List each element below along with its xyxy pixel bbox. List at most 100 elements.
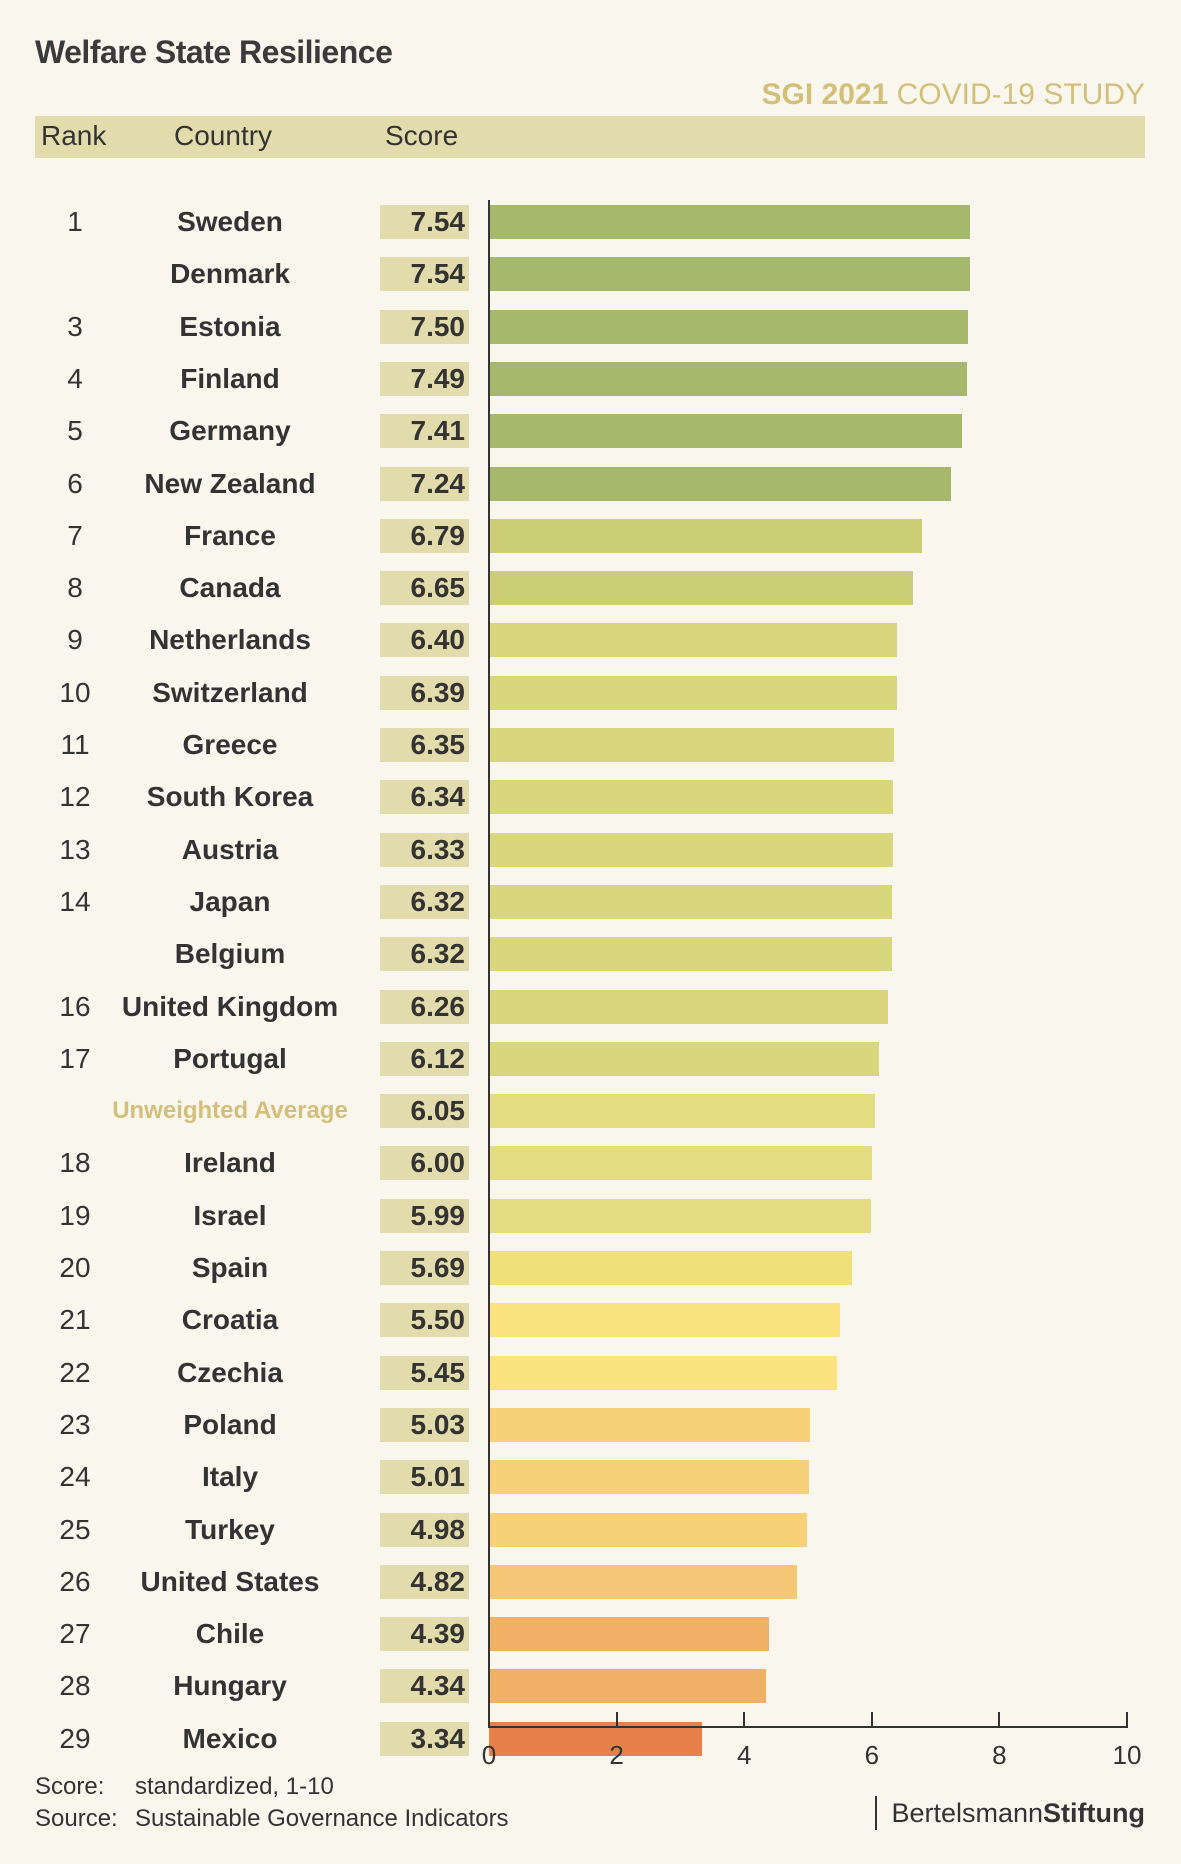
bar bbox=[489, 1198, 872, 1233]
rank-label: 3 bbox=[67, 310, 83, 342]
rank-label: 16 bbox=[59, 990, 91, 1022]
rank-label: 18 bbox=[59, 1147, 91, 1179]
column-header-band: Rank Country Score bbox=[35, 116, 1145, 158]
bar bbox=[489, 205, 971, 239]
bar bbox=[489, 989, 889, 1024]
table-row: 26 United States 4.82 bbox=[0, 1564, 1181, 1599]
table-row: 21 Croatia 5.50 bbox=[0, 1303, 1181, 1338]
table-row: 25 Turkey 4.98 bbox=[0, 1512, 1181, 1547]
table-row: 13 Austria 6.33 bbox=[0, 832, 1181, 867]
rank-label: 1 bbox=[67, 206, 83, 237]
bar bbox=[489, 1041, 880, 1076]
x-tick-label: 4 bbox=[736, 1740, 752, 1770]
table-row: 23 Poland 5.03 bbox=[0, 1407, 1181, 1442]
rank-label: 27 bbox=[59, 1618, 91, 1650]
bar bbox=[489, 466, 951, 501]
rank-label: 8 bbox=[67, 572, 83, 604]
bertelsmann-logo: BertelsmannStiftung bbox=[875, 1796, 1145, 1830]
score-label: 5.01 bbox=[380, 1460, 469, 1495]
score-label: 4.82 bbox=[380, 1564, 469, 1599]
country-label: Chile bbox=[195, 1618, 265, 1650]
score-label: 6.32 bbox=[380, 937, 469, 972]
country-label: United Kingdom bbox=[121, 990, 339, 1022]
bar bbox=[489, 414, 962, 449]
country-label: Mexico bbox=[182, 1722, 278, 1754]
score-label: 6.65 bbox=[380, 571, 469, 606]
header-rank: Rank bbox=[41, 120, 107, 151]
country-label: United States bbox=[140, 1565, 320, 1597]
table-row: 19 Israel 5.99 bbox=[0, 1198, 1181, 1233]
table-row: 4 Finland 7.49 bbox=[0, 361, 1181, 396]
rank-label: 12 bbox=[59, 781, 91, 813]
country-label: Germany bbox=[169, 415, 291, 447]
x-tick-label: 6 bbox=[864, 1740, 880, 1770]
country-label: Japan bbox=[189, 885, 271, 917]
bar bbox=[489, 1407, 810, 1442]
country-label: Denmark bbox=[170, 258, 290, 290]
country-label: Switzerland bbox=[152, 676, 308, 708]
x-tick bbox=[615, 1712, 618, 1726]
score-label: 3.34 bbox=[380, 1721, 469, 1756]
bar bbox=[489, 884, 893, 919]
header-score: Score bbox=[385, 120, 459, 151]
country-label: Czechia bbox=[177, 1356, 283, 1388]
bar bbox=[489, 257, 971, 292]
source-key: Source: bbox=[35, 1805, 118, 1832]
bar bbox=[489, 518, 923, 553]
rank-label: 13 bbox=[59, 833, 91, 865]
x-tick bbox=[743, 1712, 746, 1726]
score-label: 4.34 bbox=[380, 1669, 469, 1704]
score-label: 6.35 bbox=[380, 728, 469, 762]
x-tick bbox=[870, 1712, 873, 1726]
score-label: 6.32 bbox=[380, 884, 469, 919]
country-label: Unweighted Average bbox=[112, 1097, 348, 1125]
bar bbox=[489, 623, 898, 658]
table-row: 17 Portugal 6.12 bbox=[0, 1041, 1181, 1076]
study-label-rest: COVID-19 STUDY bbox=[896, 78, 1145, 111]
rank-label: 24 bbox=[59, 1461, 91, 1493]
rank-label: 29 bbox=[59, 1722, 91, 1754]
country-label: Spain bbox=[191, 1252, 269, 1283]
score-label: 6.33 bbox=[380, 832, 469, 867]
rank-label: 14 bbox=[59, 885, 91, 917]
score-label: 6.12 bbox=[380, 1041, 469, 1076]
rank-label: 5 bbox=[67, 415, 83, 447]
x-axis-line bbox=[488, 1726, 1128, 1728]
country-label: Poland bbox=[183, 1408, 277, 1440]
rank-label: 20 bbox=[59, 1252, 91, 1283]
country-label: France bbox=[184, 519, 276, 551]
x-tick-label: 0 bbox=[481, 1740, 497, 1770]
score-label: 6.05 bbox=[380, 1094, 469, 1129]
rank-label: 19 bbox=[59, 1199, 91, 1231]
bar bbox=[489, 937, 893, 972]
table-row: 27 Chile 4.39 bbox=[0, 1617, 1181, 1652]
bar bbox=[489, 675, 897, 710]
x-tick bbox=[488, 1712, 490, 1726]
score-label: 5.99 bbox=[380, 1198, 469, 1233]
country-label: Greece bbox=[182, 729, 278, 760]
bar bbox=[489, 361, 967, 396]
score-label: 7.49 bbox=[380, 361, 469, 396]
country-label: Ireland bbox=[184, 1147, 276, 1179]
x-tick bbox=[1126, 1712, 1128, 1726]
bar bbox=[489, 780, 894, 815]
table-row: Belgium 6.32 bbox=[0, 937, 1181, 972]
rank-label: 28 bbox=[59, 1670, 91, 1702]
country-label: Belgium bbox=[174, 938, 286, 970]
country-label: Turkey bbox=[185, 1513, 275, 1545]
rank-label: 9 bbox=[67, 624, 83, 656]
table-row: Denmark 7.54 bbox=[0, 257, 1181, 292]
bar bbox=[489, 309, 968, 344]
country-label: Sweden bbox=[177, 206, 283, 237]
rank-label: 25 bbox=[59, 1513, 91, 1545]
score-label: 6.26 bbox=[380, 989, 469, 1024]
table-row: 11 Greece 6.35 bbox=[0, 728, 1181, 762]
logo-light: Bertelsmann bbox=[891, 1798, 1044, 1828]
bar bbox=[489, 1251, 853, 1285]
bar bbox=[489, 728, 895, 762]
table-row: 5 Germany 7.41 bbox=[0, 414, 1181, 449]
country-label: New Zealand bbox=[144, 467, 316, 499]
table-row: 20 Spain 5.69 bbox=[0, 1251, 1181, 1285]
score-note-value: standardized, 1-10 bbox=[135, 1773, 334, 1800]
score-label: 7.50 bbox=[380, 309, 469, 344]
